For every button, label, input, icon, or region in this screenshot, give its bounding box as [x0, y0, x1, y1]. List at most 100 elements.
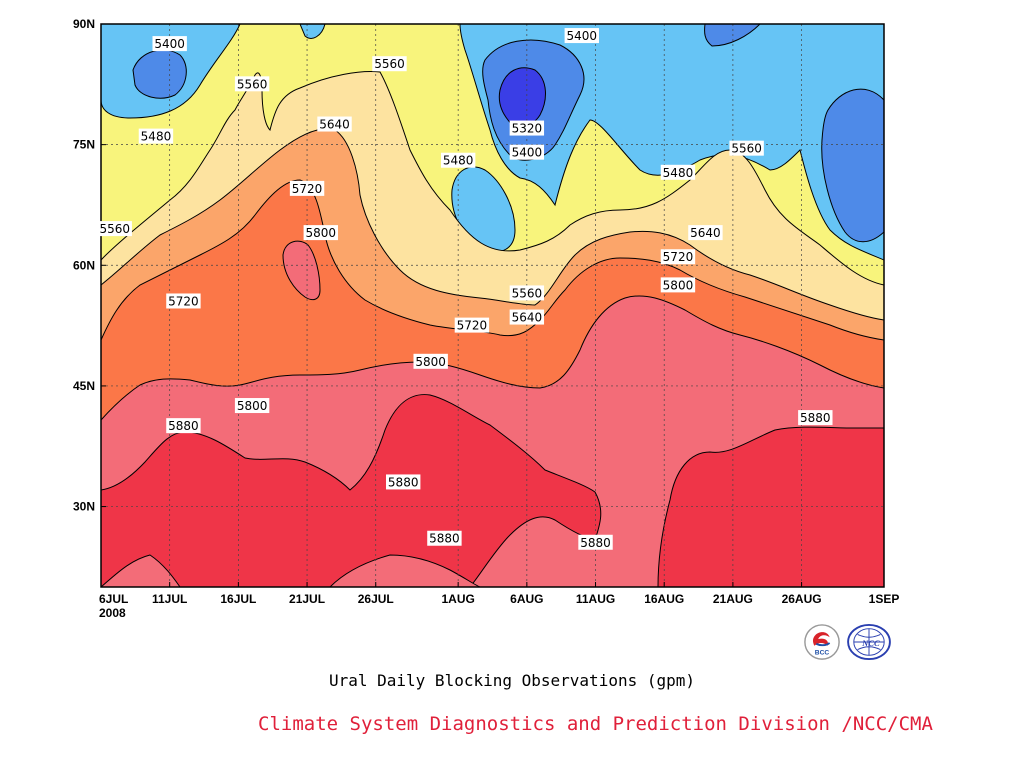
- x-tick-label: 11JUL: [152, 592, 187, 606]
- contour-label: 5640: [317, 116, 352, 132]
- contour-label-text: 5560: [237, 77, 268, 91]
- contour-labels: 5400 5560 5560 5480 5640 5720 5560 5800 5720 5800…: [97, 28, 833, 550]
- x-tick-label: 6JUL: [99, 592, 128, 606]
- plot-frame: [100, 23, 885, 588]
- contour-label-text: 5560: [99, 222, 130, 236]
- contour-label-text: 5400: [512, 146, 543, 160]
- contour-label-text: 5400: [567, 29, 598, 43]
- contour-label: 5400: [564, 28, 599, 44]
- contour-label-text: 5880: [429, 532, 460, 546]
- x-tick-label: 11AUG: [576, 592, 615, 606]
- y-tick-label: 45N: [73, 379, 95, 393]
- contour-label-text: 5880: [580, 536, 611, 550]
- contour-label: 5480: [138, 128, 174, 144]
- x-tick-label: 16AUG: [644, 592, 684, 606]
- band-5320-5400: [132, 49, 187, 99]
- band-5800-5880: [101, 554, 181, 587]
- contour-label-box: [660, 164, 696, 180]
- contour-label: 5800: [303, 225, 338, 241]
- contour-label-box: [152, 36, 187, 52]
- contour-label-box: [303, 225, 338, 241]
- x-tick-label: 16JUL: [220, 592, 256, 606]
- contour-label-text: 5560: [374, 57, 405, 71]
- bcc-logo-icon: BCC: [804, 624, 840, 660]
- contour-label: 5880: [427, 530, 462, 546]
- contour-label-box: [372, 56, 407, 72]
- x-year-label: 2008: [99, 606, 126, 620]
- contour-label-text: 5880: [800, 411, 831, 425]
- contour-label-text: 5800: [237, 399, 268, 413]
- x-tick-label: 1AUG: [441, 592, 474, 606]
- contour-label: 5480: [660, 164, 696, 180]
- x-tick-label: 21JUL: [289, 592, 325, 606]
- contour-label: 5560: [372, 56, 407, 72]
- band-5320-5400: [821, 88, 884, 243]
- contour-label-text: 5800: [415, 355, 446, 369]
- contour-label-box: [509, 144, 545, 160]
- contour-label-text: 5880: [168, 419, 199, 433]
- contour-label-text: 5880: [388, 475, 419, 489]
- contour-label: 5560: [729, 140, 764, 156]
- contour-label: 5640: [688, 225, 723, 241]
- contour-label: 5880: [386, 474, 421, 490]
- contour-label-box: [509, 285, 545, 301]
- contour-label: 5800: [660, 277, 696, 293]
- contour-label-box: [386, 474, 421, 490]
- contour-label-box: [413, 353, 448, 369]
- contour-label: 5560: [97, 221, 132, 237]
- x-tick-label: 21AUG: [713, 592, 753, 606]
- contour-label: 5800: [234, 398, 270, 414]
- contour-label-box: [729, 140, 764, 156]
- contour-label-text: 5560: [512, 286, 543, 300]
- contour-label: 5720: [454, 317, 490, 333]
- band-5800-5880: [329, 554, 481, 587]
- contour-label-text: 5720: [168, 294, 199, 308]
- contour-label-text: 5720: [292, 182, 323, 196]
- contour-label: 5880: [166, 418, 201, 434]
- chart-title: Ural Daily Blocking Observations (gpm): [328, 671, 696, 690]
- x-tick-label: 1SEP: [869, 592, 900, 606]
- bcc-logo-text: BCC: [815, 649, 830, 656]
- contour-label: 5800: [413, 353, 448, 369]
- band-5800-5880: [282, 240, 321, 301]
- contour-label: 5640: [509, 309, 545, 325]
- contour-label-text: 5800: [663, 278, 694, 292]
- contour-label-text: 5480: [443, 154, 474, 168]
- contour-label-text: 5720: [663, 250, 694, 264]
- contour-label: 5720: [289, 180, 325, 196]
- contour-label: 5880: [578, 534, 613, 550]
- chart: 6JUL 11JUL 16JUL 21JUL 26JUL 1AUG 6AUG 11AUG 16A…: [73, 17, 900, 620]
- contour-label: 5560: [509, 285, 545, 301]
- contour-label: 5560: [234, 76, 270, 92]
- plot-area: [101, 24, 884, 587]
- band-5320-5400: [704, 24, 761, 47]
- contour-label: 5400: [152, 36, 187, 52]
- contour-label-box: [509, 120, 545, 136]
- credit-line: Climate System Diagnostics and Predictio…: [258, 713, 933, 735]
- contour-label: 5320: [509, 120, 545, 136]
- contour-label-box: [660, 249, 696, 265]
- contour-label-box: [234, 76, 270, 92]
- contour-label-box: [234, 398, 270, 414]
- ncc-logo-text: NCC: [861, 638, 880, 648]
- y-tick-label: 75N: [73, 138, 95, 152]
- contour-label-box: [660, 277, 696, 293]
- x-tick-label: 26AUG: [782, 592, 822, 606]
- contour-label-box: [427, 530, 462, 546]
- y-tick-label: 30N: [73, 500, 95, 514]
- contour-label-box: [509, 309, 545, 325]
- contour-label-box: [578, 534, 613, 550]
- contour-label: 5720: [166, 293, 201, 309]
- contour-label-text: 5400: [154, 37, 185, 51]
- band-lt5320: [498, 67, 546, 127]
- contour-label-box: [138, 128, 174, 144]
- contour-label-text: 5640: [512, 311, 543, 325]
- contour-label-box: [798, 410, 833, 426]
- ncc-logo-icon: NCC: [847, 623, 891, 661]
- contour-label-box: [317, 116, 352, 132]
- band-ge5880: [657, 426, 884, 587]
- contour-label-box: [454, 317, 490, 333]
- contour-label-text: 5640: [690, 226, 721, 240]
- contour-label-text: 5640: [319, 118, 350, 132]
- y-axis: 30N 45N 60N 75N 90N: [73, 17, 106, 514]
